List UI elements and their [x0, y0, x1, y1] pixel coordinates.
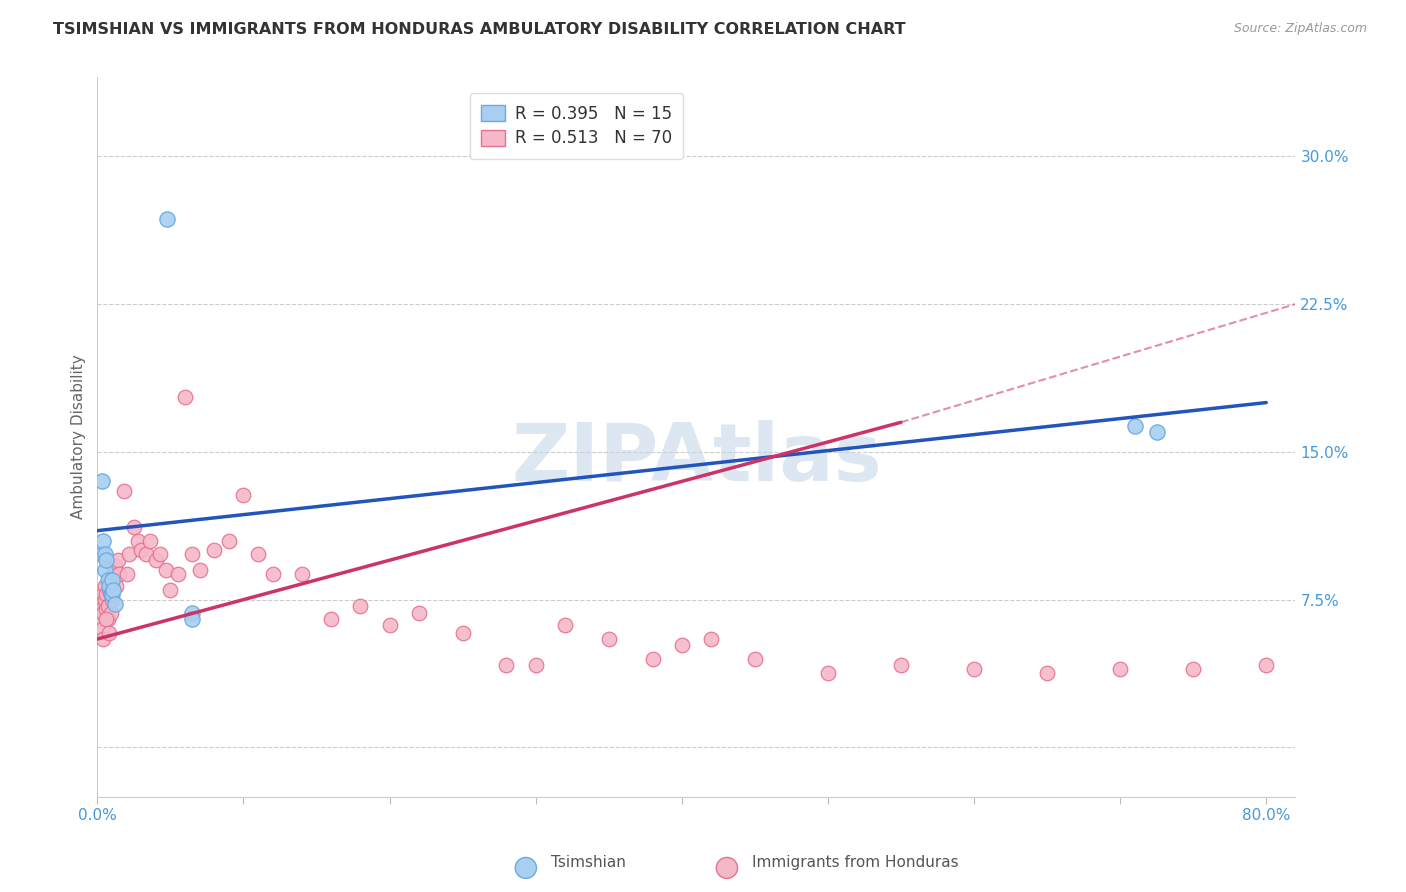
Point — [145, 553, 167, 567]
Point — [101, 592, 124, 607]
Text: ZIPAtlas: ZIPAtlas — [510, 419, 882, 498]
Point — [202, 543, 225, 558]
Point — [890, 657, 912, 672]
Point — [1146, 425, 1168, 439]
Text: Immigrants from Honduras: Immigrants from Honduras — [752, 855, 959, 870]
Point — [90, 547, 112, 561]
Point — [188, 563, 211, 577]
Y-axis label: Ambulatory Disability: Ambulatory Disability — [72, 355, 86, 519]
Point — [97, 599, 120, 613]
Point — [349, 599, 371, 613]
Point — [100, 587, 122, 601]
Point — [98, 626, 121, 640]
Point — [159, 582, 181, 597]
Point — [181, 612, 204, 626]
Point — [93, 579, 115, 593]
Point — [554, 618, 576, 632]
Text: TSIMSHIAN VS IMMIGRANTS FROM HONDURAS AMBULATORY DISABILITY CORRELATION CHART: TSIMSHIAN VS IMMIGRANTS FROM HONDURAS AM… — [53, 22, 905, 37]
Point — [98, 573, 121, 587]
Point — [135, 547, 157, 561]
Point — [91, 587, 114, 601]
Point — [218, 533, 240, 548]
Point — [100, 587, 122, 601]
Point — [101, 587, 124, 601]
Point — [105, 579, 128, 593]
Point — [90, 622, 112, 636]
Point — [155, 563, 177, 577]
Point — [89, 607, 111, 621]
Point — [700, 632, 723, 646]
Point — [94, 612, 117, 626]
Point — [97, 612, 120, 626]
Point — [1123, 419, 1146, 434]
Point — [90, 602, 112, 616]
Point — [247, 547, 270, 561]
Point — [108, 567, 131, 582]
Point — [103, 582, 125, 597]
Point — [118, 547, 141, 561]
Point — [149, 547, 172, 561]
Point — [89, 599, 111, 613]
Point — [93, 547, 115, 561]
Point — [90, 592, 112, 607]
Point — [129, 543, 152, 558]
Point — [91, 607, 114, 621]
Point — [378, 618, 401, 632]
Point — [91, 533, 114, 548]
Point — [495, 657, 517, 672]
Point — [94, 602, 117, 616]
Point — [1036, 665, 1059, 680]
Circle shape — [716, 857, 738, 879]
Point — [156, 212, 179, 227]
Point — [101, 579, 124, 593]
Point — [94, 553, 117, 567]
Point — [166, 567, 188, 582]
Point — [100, 607, 122, 621]
Point — [94, 587, 117, 601]
Point — [291, 567, 314, 582]
Point — [107, 553, 129, 567]
Point — [641, 651, 664, 665]
Point — [598, 632, 620, 646]
Point — [115, 567, 138, 582]
Point — [98, 579, 121, 593]
Point — [262, 567, 284, 582]
Point — [181, 607, 204, 621]
Point — [451, 626, 474, 640]
Point — [232, 488, 254, 502]
Point — [671, 638, 693, 652]
Point — [112, 484, 135, 499]
Legend: R = 0.395   N = 15, R = 0.513   N = 70: R = 0.395 N = 15, R = 0.513 N = 70 — [470, 93, 683, 159]
Point — [408, 607, 430, 621]
Point — [1109, 662, 1132, 676]
Point — [744, 651, 766, 665]
Point — [139, 533, 162, 548]
Point — [963, 662, 986, 676]
Point — [97, 573, 120, 587]
Point — [1182, 662, 1205, 676]
Point — [104, 559, 127, 574]
Point — [817, 665, 839, 680]
Point — [127, 533, 149, 548]
Point — [174, 390, 197, 404]
Point — [101, 573, 124, 587]
Text: Source: ZipAtlas.com: Source: ZipAtlas.com — [1233, 22, 1367, 36]
Point — [90, 612, 112, 626]
Point — [103, 567, 125, 582]
Point — [1256, 657, 1278, 672]
Point — [321, 612, 343, 626]
Point — [524, 657, 547, 672]
Point — [93, 592, 115, 607]
Point — [90, 475, 112, 489]
Point — [122, 519, 145, 533]
Point — [104, 597, 127, 611]
Point — [93, 563, 115, 577]
Circle shape — [515, 857, 537, 879]
Point — [181, 547, 204, 561]
Text: Tsimshian: Tsimshian — [551, 855, 626, 870]
Point — [98, 582, 121, 597]
Point — [91, 632, 114, 646]
